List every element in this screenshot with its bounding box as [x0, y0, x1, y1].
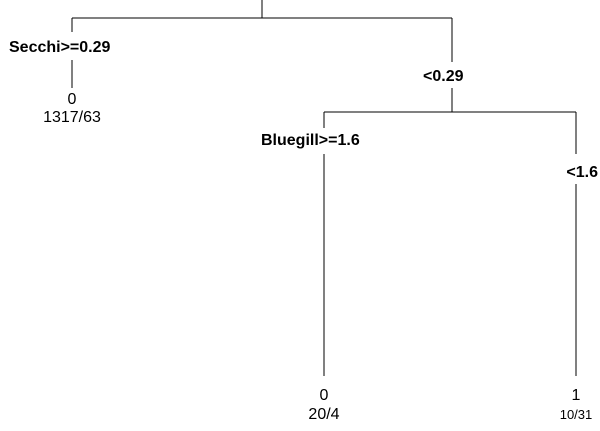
leaf-left-class: 0	[68, 91, 77, 108]
leaf-left-counts: 1317/63	[43, 109, 101, 126]
root-left-condition: Secchi>=0.29	[9, 39, 111, 56]
root-right-condition: <0.29	[423, 68, 464, 85]
leaf-right-class: 1	[572, 387, 581, 404]
leaf-right-counts: 10/31	[560, 407, 593, 422]
inner-right-condition: <1.6	[566, 164, 598, 181]
inner-left-condition: Bluegill>=1.6	[261, 132, 360, 149]
leaf-middle-class: 0	[320, 387, 329, 404]
leaf-middle-counts: 20/4	[308, 406, 339, 423]
